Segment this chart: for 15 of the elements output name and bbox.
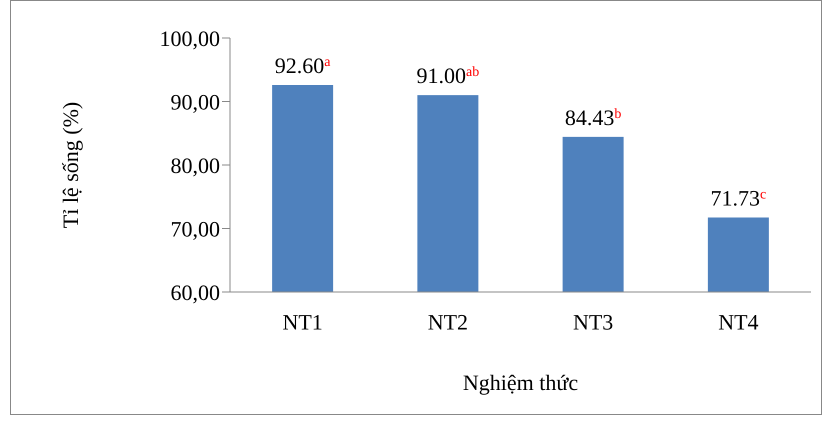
y-tick-label: 80,00 — [170, 152, 220, 178]
y-tick-label: 90,00 — [170, 89, 220, 114]
y-tick-label: 100,00 — [160, 26, 220, 51]
data-label: 84.43$^{b}$ — [564, 104, 622, 130]
data-label: 91.00$^{ab}$ — [416, 63, 480, 88]
x-tick-label: NT3 — [572, 310, 614, 335]
x-tick-label: NT2 — [428, 310, 468, 335]
y-axis-title: Tỉ lệ sống (%) — [58, 102, 83, 228]
x-tick-label: NT1 — [282, 310, 323, 335]
data-label: 71.73$^{c}$ — [710, 186, 766, 211]
data-label: 92.60$^{a}$ — [274, 52, 332, 78]
x-tick-label: NT4 — [718, 310, 759, 335]
y-tick-label: 70,00 — [170, 216, 220, 242]
x-axis-title: Nghiệm thức — [462, 370, 578, 395]
y-tick-label: 60,00 — [170, 280, 220, 305]
